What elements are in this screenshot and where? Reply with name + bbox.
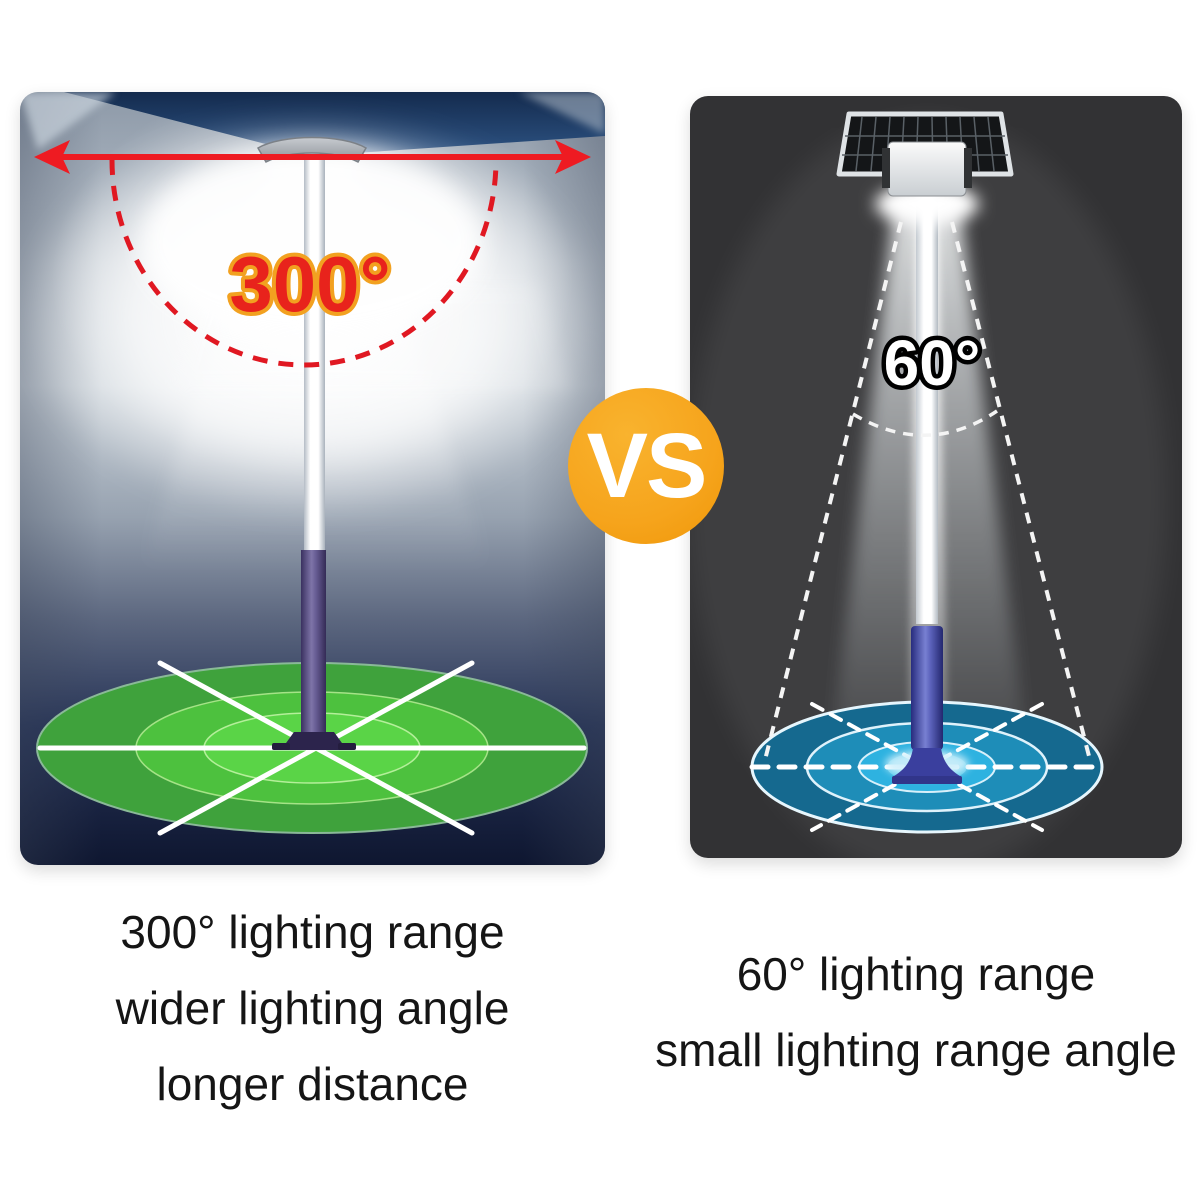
angle-label-60: 60° bbox=[884, 327, 981, 399]
pole-upper-white bbox=[304, 154, 325, 646]
angle-arc-dashed bbox=[852, 409, 998, 437]
pole-sleeve-blue bbox=[911, 626, 943, 750]
left-panel-illustration: 300° bbox=[20, 92, 605, 836]
vs-label: VS bbox=[586, 415, 708, 517]
right-caption: 60° lighting range small lighting range … bbox=[646, 936, 1186, 1088]
pole-base bbox=[281, 732, 347, 750]
cone-boundary-dashed bbox=[763, 221, 1092, 761]
left-panel-300-range: 300° bbox=[20, 92, 605, 865]
pole-base-plate bbox=[892, 776, 962, 784]
arrowhead-left bbox=[34, 140, 70, 174]
washed-out-fixture bbox=[172, 284, 570, 390]
pole-base-flare bbox=[894, 748, 960, 776]
right-panel-illustration: 60° bbox=[690, 111, 1167, 858]
left-caption-line-2: wider lighting angle bbox=[115, 982, 510, 1034]
right-caption-line-1: 60° lighting range bbox=[736, 948, 1096, 1000]
pole-lower-purple bbox=[301, 550, 326, 734]
pole-base-foot-right bbox=[338, 743, 356, 750]
corner-light-streak-left bbox=[20, 92, 116, 150]
pole-upper-white bbox=[916, 192, 938, 624]
vs-badge: VS bbox=[568, 388, 724, 544]
lamp-head-tab-right bbox=[964, 148, 972, 188]
left-caption-line-3: longer distance bbox=[156, 1058, 469, 1110]
corner-light-streak-right bbox=[518, 92, 605, 134]
range-arrow bbox=[34, 140, 591, 174]
left-caption-line-1: 300° lighting range bbox=[120, 906, 505, 958]
right-panel-60-range: 60° bbox=[690, 96, 1182, 858]
range-arc-dashed bbox=[109, 159, 499, 368]
right-caption-line-2: small lighting range angle bbox=[655, 1024, 1177, 1076]
pole-base-foot-left bbox=[272, 743, 290, 750]
left-caption: 300° lighting range wider lighting angle… bbox=[20, 894, 605, 1122]
arrowhead-right bbox=[555, 140, 591, 174]
angle-label-300: 300° bbox=[229, 240, 390, 328]
lamp-head-tab-left bbox=[882, 148, 890, 188]
lamp-head bbox=[887, 141, 967, 197]
